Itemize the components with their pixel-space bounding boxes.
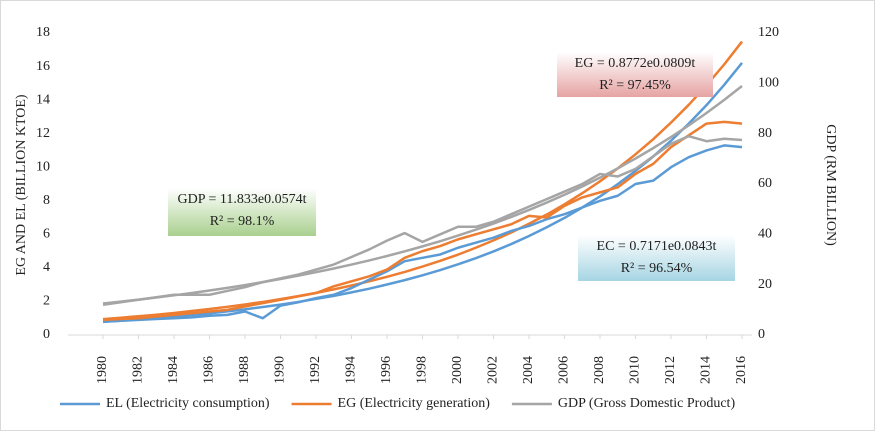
y-axis-title: EG AND EL (BILLION KTOE) xyxy=(14,94,29,276)
x-tick-label: 1996 xyxy=(379,356,394,384)
series-line xyxy=(102,134,743,307)
y2-axis-title: GDP (RM BILLION) xyxy=(823,124,838,246)
x-tick-label: 1994 xyxy=(344,356,359,384)
y-tick-label: 10 xyxy=(36,159,50,174)
annotation-text: GDP = 11.833e0.0574t xyxy=(178,192,307,207)
trendline xyxy=(102,62,743,324)
y-tick-label: 8 xyxy=(43,193,50,208)
x-tick-label: 2008 xyxy=(592,356,607,384)
y-tick-label: 12 xyxy=(36,126,50,141)
trendline xyxy=(102,40,743,321)
annotation-box xyxy=(168,188,316,236)
annotation-box xyxy=(557,52,713,97)
y-tick-label: 6 xyxy=(43,227,50,242)
x-tick-label: 1990 xyxy=(273,356,288,384)
annotation-text: R² = 97.45% xyxy=(599,78,671,93)
annotation-text: EG = 0.8772e0.0809t xyxy=(575,56,696,71)
y-tick-label: 4 xyxy=(43,260,50,275)
x-tick-label: 1992 xyxy=(308,356,323,384)
y-tick-label: 0 xyxy=(43,327,50,342)
annotation-text: R² = 98.1% xyxy=(210,214,275,229)
trendline xyxy=(102,85,743,305)
x-tick-label: 2000 xyxy=(450,356,465,384)
x-tick-label: 2012 xyxy=(663,356,678,384)
x-tick-label: 2010 xyxy=(628,356,643,384)
y-tick-label: 14 xyxy=(36,92,50,107)
y-tick-label: 16 xyxy=(36,59,50,74)
series-line xyxy=(102,120,743,322)
y2-tick-label: 20 xyxy=(758,277,772,292)
x-tick-label: 1988 xyxy=(237,356,252,384)
y2-tick-label: 40 xyxy=(758,227,772,242)
y2-tick-label: 80 xyxy=(758,126,772,141)
legend-label: GDP (Gross Domestic Product) xyxy=(558,396,736,411)
x-tick-label: 2004 xyxy=(521,356,536,384)
x-tick-label: 2014 xyxy=(699,356,714,384)
x-tick-label: 2006 xyxy=(557,356,572,384)
x-tick-label: 2016 xyxy=(734,356,749,384)
x-tick-label: 1998 xyxy=(415,356,430,384)
legend-label: EL (Electricity consumption) xyxy=(106,396,270,411)
annotation-text: EC = 0.7171e0.0843t xyxy=(597,239,717,254)
x-tick-label: 1986 xyxy=(202,356,217,384)
x-tick-label: 1984 xyxy=(166,356,181,384)
annotation-box xyxy=(578,235,735,281)
y-tick-label: 2 xyxy=(43,294,50,309)
y2-tick-label: 120 xyxy=(758,25,779,40)
annotation-text: R² = 96.54% xyxy=(621,261,693,276)
x-tick-label: 1980 xyxy=(95,356,110,384)
x-tick-label: 2002 xyxy=(486,356,501,384)
y2-tick-label: 0 xyxy=(758,327,765,342)
series-line xyxy=(102,144,743,323)
legend-label: EG (Electricity generation) xyxy=(338,396,491,411)
y2-tick-label: 100 xyxy=(758,76,779,91)
x-tick-label: 1982 xyxy=(131,356,146,384)
y-tick-label: 18 xyxy=(36,25,50,40)
y2-tick-label: 60 xyxy=(758,176,772,191)
